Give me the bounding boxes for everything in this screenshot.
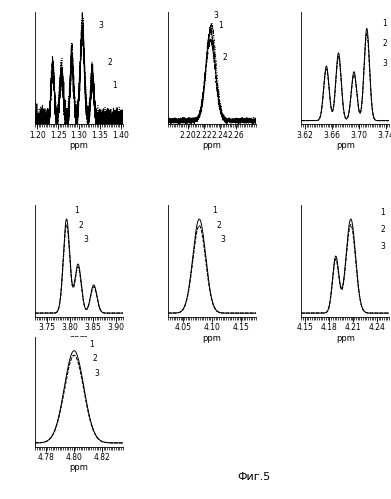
- Text: 1: 1: [218, 21, 223, 30]
- Text: Фиг.5: Фиг.5: [237, 472, 271, 482]
- Text: 1: 1: [380, 208, 385, 217]
- X-axis label: ppm: ppm: [203, 333, 222, 342]
- Text: 3: 3: [95, 369, 100, 378]
- Text: 2: 2: [222, 53, 228, 62]
- Text: 3: 3: [214, 11, 219, 20]
- Text: 2: 2: [79, 221, 84, 230]
- Text: 3: 3: [382, 59, 387, 68]
- X-axis label: ppm: ppm: [70, 463, 88, 472]
- X-axis label: ppm: ppm: [336, 333, 355, 342]
- Text: 3: 3: [98, 21, 103, 30]
- Text: 2: 2: [107, 58, 112, 67]
- Text: 3: 3: [380, 242, 385, 251]
- X-axis label: ppm: ppm: [203, 141, 222, 150]
- X-axis label: ppm: ppm: [70, 141, 88, 150]
- X-axis label: ppm: ppm: [336, 141, 355, 150]
- Text: 3: 3: [83, 235, 88, 244]
- Text: 2: 2: [92, 354, 97, 363]
- Text: 2: 2: [380, 225, 385, 234]
- X-axis label: ppm: ppm: [70, 333, 88, 342]
- Text: 1: 1: [112, 81, 117, 90]
- Text: 1: 1: [382, 19, 387, 28]
- Text: 1: 1: [75, 206, 79, 215]
- Text: 3: 3: [221, 235, 226, 244]
- Text: 1: 1: [212, 206, 217, 215]
- Text: 2: 2: [217, 221, 221, 230]
- Text: 2: 2: [382, 39, 387, 48]
- Text: 1: 1: [90, 340, 94, 349]
